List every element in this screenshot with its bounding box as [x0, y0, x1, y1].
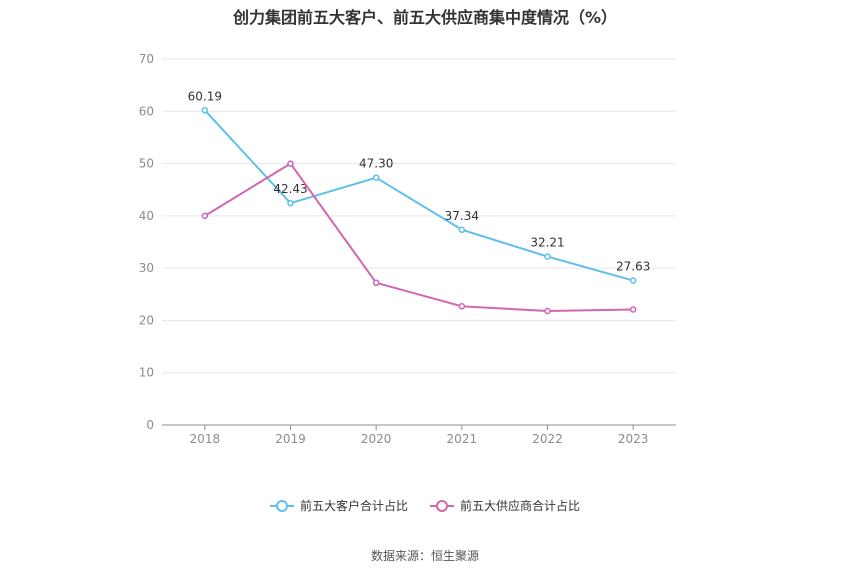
legend-label: 前五大客户合计占比 — [299, 499, 408, 513]
data-point[interactable] — [372, 174, 380, 181]
data-label: 47.30 — [359, 157, 393, 171]
x-tick-label: 2022 — [532, 432, 563, 446]
y-tick-label: 30 — [139, 261, 154, 275]
data-point[interactable] — [458, 226, 466, 234]
data-point[interactable] — [287, 160, 294, 167]
y-tick-label: 60 — [139, 104, 154, 118]
data-label: 42.43 — [273, 182, 307, 196]
data-point[interactable] — [287, 199, 294, 207]
x-tick-label: 2023 — [618, 432, 649, 446]
x-tick-label: 2018 — [190, 432, 221, 446]
data-point[interactable] — [629, 306, 637, 313]
data-point[interactable] — [201, 107, 209, 114]
y-tick-label: 0 — [146, 418, 154, 432]
data-label: 32.21 — [530, 236, 564, 250]
y-tick-label: 10 — [139, 366, 154, 380]
series-line-1 — [204, 109, 634, 282]
y-tick-label: 40 — [139, 209, 154, 223]
source-note: 数据来源：恒生聚源 — [370, 549, 479, 563]
data-label: 37.34 — [445, 209, 479, 223]
legend-marker-icon — [430, 499, 454, 512]
x-tick-label: 2021 — [447, 432, 478, 446]
data-label: 60.19 — [188, 89, 222, 103]
data-label: 27.63 — [616, 260, 650, 274]
data-point[interactable] — [544, 307, 551, 315]
legend-item-1[interactable]: 前五大客户合计占比 — [269, 497, 408, 514]
x-tick-label: 2020 — [361, 432, 392, 446]
series-line-2 — [204, 162, 634, 313]
data-point[interactable] — [201, 212, 209, 220]
y-tick-label: 50 — [139, 157, 154, 171]
legend-item-2[interactable]: 前五大供应商合计占比 — [430, 497, 580, 514]
y-tick-label: 70 — [139, 52, 154, 66]
chart-legend: 前五大客户合计占比 前五大供应商合计占比 — [0, 497, 850, 514]
data-point[interactable] — [372, 279, 380, 287]
legend-label: 前五大供应商合计占比 — [460, 499, 581, 513]
x-tick-label: 2019 — [275, 432, 306, 446]
data-point[interactable] — [458, 303, 466, 310]
y-tick-label: 20 — [139, 313, 154, 327]
chart-title: 创力集团前五大客户、前五大供应商集中度情况（%） — [232, 8, 618, 27]
legend-marker-icon — [269, 499, 294, 512]
data-point[interactable] — [629, 277, 637, 284]
data-point[interactable] — [544, 253, 551, 260]
